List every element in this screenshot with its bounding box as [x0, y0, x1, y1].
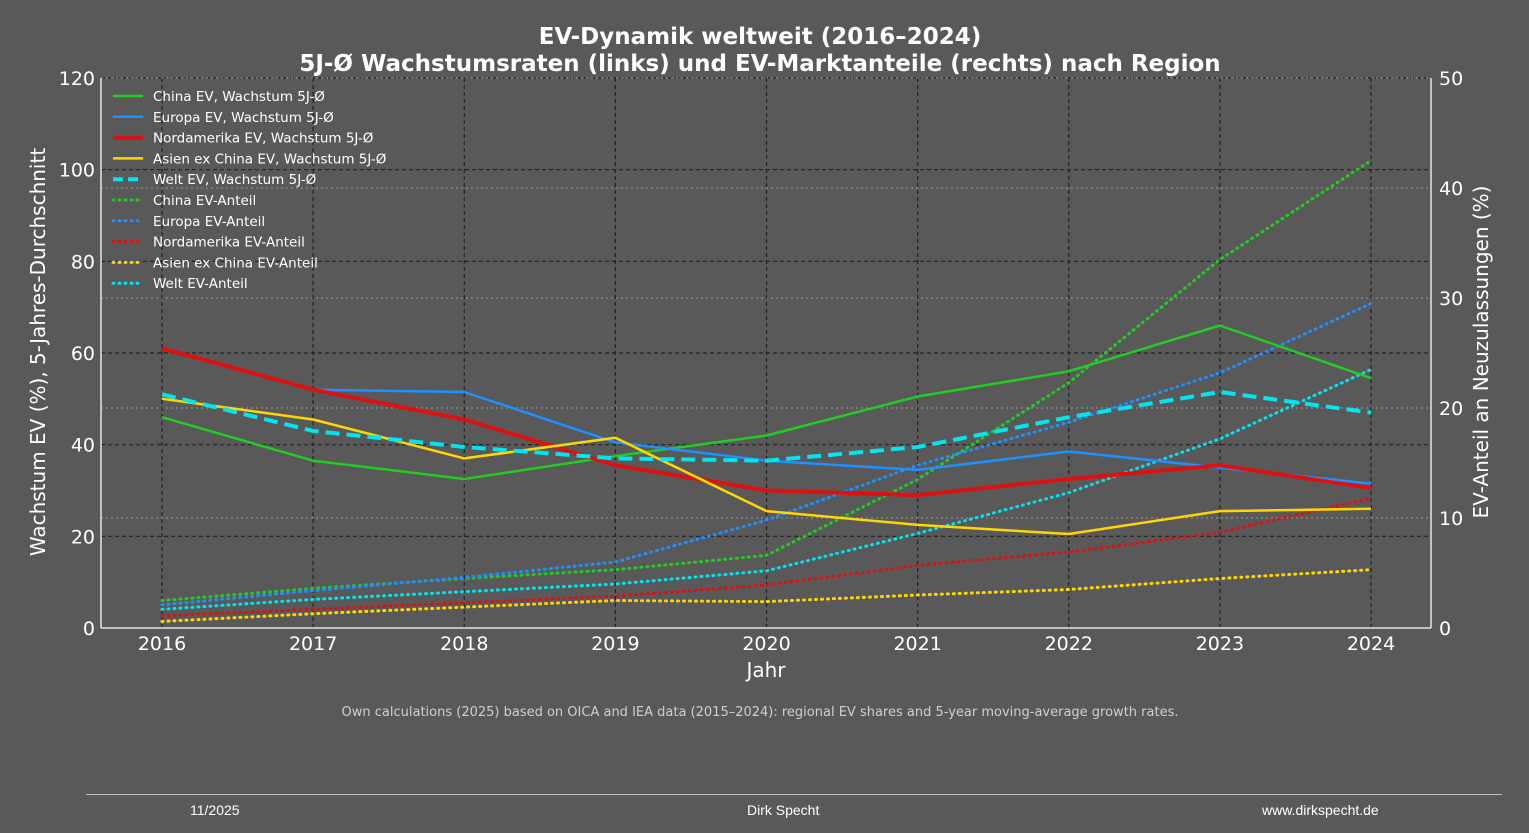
share-series-line-2	[160, 496, 1373, 618]
x-tick-label: 2021	[893, 633, 941, 655]
chart-title-line1: EV-Dynamik weltweit (2016–2024)	[539, 24, 982, 50]
legend-label: Welt EV-Anteil	[153, 276, 248, 292]
chart-title-line2: 5J-Ø Wachstumsraten (links) und EV-Markt…	[299, 51, 1220, 77]
x-tick-label: 2023	[1196, 633, 1244, 655]
y-right-tick-label: 40	[1439, 178, 1463, 200]
legend-label: China EV-Anteil	[153, 193, 256, 209]
legend-label: Nordamerika EV-Anteil	[153, 235, 305, 251]
y-right-tick-label: 10	[1439, 508, 1463, 530]
footer-author: Dirk Specht	[747, 802, 820, 818]
growth-series-line-4	[161, 390, 1372, 463]
y-left-tick-label: 0	[83, 618, 95, 640]
growth-series-line-1	[313, 388, 1372, 485]
y-left-tick-label: 120	[59, 68, 95, 90]
y-right-tick-label: 0	[1439, 618, 1451, 640]
y-right-tick-label: 50	[1439, 68, 1463, 90]
y-left-tick-label: 100	[59, 160, 95, 182]
footer-divider	[86, 794, 1502, 795]
legend-label: China EV, Wachstum 5J-Ø	[153, 89, 325, 105]
x-tick-label: 2020	[742, 633, 790, 655]
growth-series-line-2	[161, 346, 1372, 498]
y-right-tick-label: 20	[1439, 398, 1463, 420]
x-tick-label: 2017	[289, 633, 337, 655]
y-axis-right-label: EV-Anteil an Neuzulassungen (%)	[1469, 186, 1493, 519]
growth-series-line-0	[161, 324, 1372, 481]
y-left-tick-label: 60	[71, 343, 95, 365]
y-left-tick-label: 80	[71, 251, 95, 273]
legend-label: Welt EV, Wachstum 5J-Ø	[153, 172, 316, 188]
share-series-line-1	[160, 302, 1373, 607]
x-axis-label: Jahr	[744, 658, 786, 682]
x-tick-label: 2016	[138, 633, 186, 655]
y-left-tick-label: 40	[71, 435, 95, 457]
share-series-line-3	[160, 568, 1373, 623]
legend-label: Europa EV-Anteil	[153, 214, 265, 230]
legend-label: Europa EV, Wachstum 5J-Ø	[153, 110, 334, 126]
legend-label: Asien ex China EV, Wachstum 5J-Ø	[153, 151, 386, 167]
share-series-line-4	[160, 368, 1373, 611]
x-tick-label: 2022	[1045, 633, 1093, 655]
legend-label: Asien ex China EV-Anteil	[153, 255, 318, 271]
growth-series-line-3	[161, 397, 1372, 536]
footer-website[interactable]: www.dirkspecht.de	[1262, 802, 1379, 818]
legend: China EV, Wachstum 5J-Ø Europa EV, Wachst…	[111, 89, 386, 292]
y-left-tick-label: 20	[71, 526, 95, 548]
x-tick-label: 2018	[440, 633, 488, 655]
y-axis-left-label: Wachstum EV (%), 5-Jahres-Durchschnitt	[26, 148, 50, 557]
share-series-line-0	[160, 159, 1373, 602]
footer-date: 11/2025	[190, 802, 240, 818]
x-tick-label: 2024	[1347, 633, 1395, 655]
y-right-tick-label: 30	[1439, 288, 1463, 310]
chart-caption: Own calculations (2025) based on OICA an…	[342, 705, 1179, 720]
x-tick-label: 2019	[591, 633, 639, 655]
legend-label: Nordamerika EV, Wachstum 5J-Ø	[153, 131, 373, 147]
